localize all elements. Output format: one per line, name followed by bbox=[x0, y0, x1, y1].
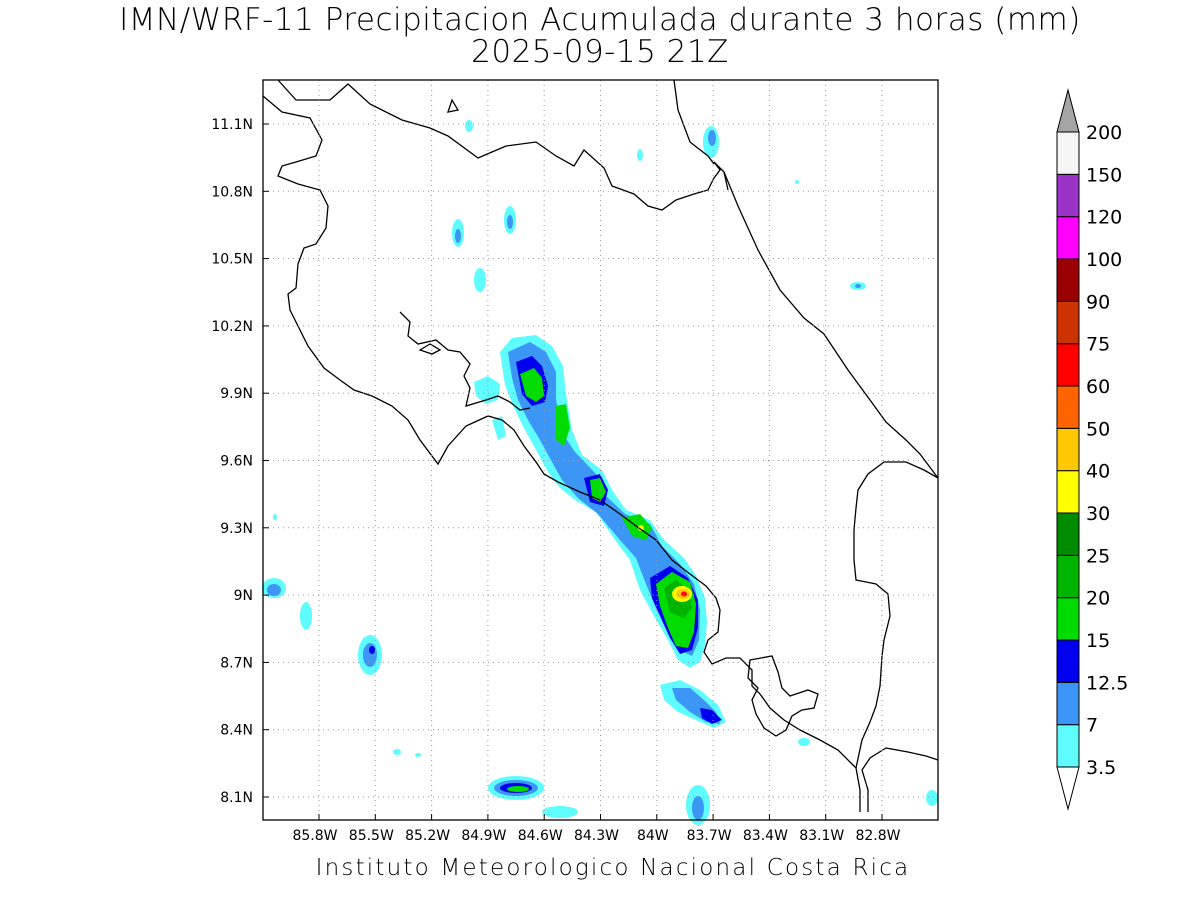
rain-cell bbox=[798, 738, 810, 746]
rain-cell bbox=[708, 130, 716, 146]
lon-tick-label: 84W bbox=[637, 828, 669, 844]
lat-tick-label: 9.6N bbox=[220, 454, 253, 470]
color-bar-segment bbox=[1056, 681, 1080, 726]
lat-lon-grid bbox=[263, 80, 938, 820]
gulf-island bbox=[418, 343, 442, 355]
osa-peninsula bbox=[747, 655, 819, 737]
lat-tick-label: 8.1N bbox=[220, 790, 253, 806]
lat-tick-label: 11.1N bbox=[211, 117, 253, 133]
color-bar-label: 20 bbox=[1086, 588, 1110, 610]
color-bar-label: 150 bbox=[1086, 164, 1122, 186]
rain-cell bbox=[415, 753, 421, 757]
longitude-labels: 85.8W 85.5W 85.2W 84.9W 84.6W 84.3W 84W 83.7W 83… bbox=[292, 814, 901, 844]
color-bar-segment bbox=[1056, 216, 1080, 260]
rain-osa-12 bbox=[700, 708, 722, 724]
color-bar-label: 200 bbox=[1086, 122, 1122, 144]
color-bar-over-arrow bbox=[1056, 88, 1080, 133]
rain-core-mid bbox=[590, 478, 606, 502]
color-bar-segment bbox=[1056, 385, 1080, 429]
lon-tick-label: 83.4W bbox=[743, 828, 788, 844]
lake-nicaragua-island bbox=[447, 98, 460, 113]
map-datetime: 2025-09-15 21Z bbox=[471, 34, 729, 70]
rain-band-coast bbox=[492, 416, 506, 440]
rain-cell bbox=[369, 646, 375, 654]
rain-cell bbox=[465, 120, 473, 132]
guanacaste-coast bbox=[262, 95, 939, 812]
lon-tick-label: 83.1W bbox=[799, 828, 844, 844]
color-bar-segment bbox=[1056, 512, 1080, 556]
color-bar-segment bbox=[1056, 300, 1080, 345]
rain-cell bbox=[542, 806, 578, 818]
lat-tick-label: 10.2N bbox=[211, 319, 253, 335]
lat-tick-label: 9.3N bbox=[220, 521, 253, 537]
rain-core-max-60 bbox=[681, 591, 687, 597]
color-bar-label: 7 bbox=[1086, 715, 1098, 737]
color-bar-label: 25 bbox=[1086, 545, 1110, 567]
lon-tick-label: 85.5W bbox=[349, 828, 394, 844]
precipitation-field bbox=[262, 120, 938, 825]
color-bar: 3.5 7 12.5 15 20 25 30 40 50 60 75 90 100 120 150 200 bbox=[1056, 88, 1128, 811]
color-bar-label: 12.5 bbox=[1086, 672, 1128, 694]
color-bar-segment bbox=[1056, 427, 1080, 472]
lon-tick-label: 84.9W bbox=[461, 828, 506, 844]
panama-border bbox=[853, 461, 939, 769]
lat-tick-label: 10.5N bbox=[211, 252, 253, 268]
lat-tick-label: 8.4N bbox=[220, 723, 253, 739]
footer-credit: Instituto Meteorologico Nacional Costa R… bbox=[315, 855, 911, 881]
color-bar-label: 3.5 bbox=[1086, 757, 1116, 779]
color-bar-segment bbox=[1056, 554, 1080, 599]
rain-cell bbox=[300, 602, 312, 630]
color-bar-label: 50 bbox=[1086, 418, 1110, 440]
color-bar-segment bbox=[1056, 131, 1080, 175]
nicaragua-border-coast bbox=[277, 79, 729, 211]
rain-cell bbox=[273, 514, 277, 520]
rain-cell bbox=[507, 215, 513, 229]
map-title: IMN/WRF-11 Precipitacion Acumulada duran… bbox=[119, 2, 1081, 38]
lon-tick-label: 84.3W bbox=[574, 828, 619, 844]
color-bar-label: 40 bbox=[1086, 461, 1110, 483]
rain-cell bbox=[855, 284, 861, 288]
rain-cell bbox=[637, 149, 643, 161]
color-bar-segment bbox=[1056, 258, 1080, 302]
color-bar-segment bbox=[1056, 724, 1080, 768]
color-bar-label: 90 bbox=[1086, 291, 1110, 313]
lat-tick-label: 8.7N bbox=[220, 655, 253, 671]
lon-tick-label: 84.6W bbox=[518, 828, 563, 844]
caribbean-coast bbox=[673, 79, 939, 479]
rain-cell bbox=[795, 180, 799, 184]
rain-cell bbox=[267, 584, 281, 596]
color-bar-segment bbox=[1056, 597, 1080, 641]
color-bar-under-arrow bbox=[1056, 766, 1080, 811]
color-bar-label: 60 bbox=[1086, 376, 1110, 398]
lon-tick-label: 82.8W bbox=[855, 828, 900, 844]
lon-tick-label: 83.7W bbox=[687, 828, 732, 844]
rain-core-mid-30 bbox=[638, 525, 644, 531]
rain-cell bbox=[474, 268, 486, 292]
rain-cell bbox=[926, 790, 938, 806]
latitude-labels: 11.1N 10.8N 10.5N 10.2N 9.9N 9.6N 9.3N 9N 8.7N 8.… bbox=[211, 117, 269, 806]
nicoya-gulf bbox=[399, 311, 531, 411]
color-bar-segment bbox=[1056, 343, 1080, 387]
lon-tick-label: 85.8W bbox=[292, 828, 337, 844]
color-bar-label: 75 bbox=[1086, 334, 1110, 356]
color-bar-label: 100 bbox=[1086, 249, 1122, 271]
rain-cell bbox=[393, 749, 401, 755]
color-bar-segment bbox=[1056, 470, 1080, 514]
rain-cell bbox=[507, 786, 529, 792]
lat-tick-label: 10.8N bbox=[211, 184, 253, 200]
rain-cell bbox=[455, 229, 461, 243]
rain-cell bbox=[692, 796, 704, 820]
color-bar-segment bbox=[1056, 173, 1080, 218]
color-bar-label: 120 bbox=[1086, 207, 1122, 229]
coastlines bbox=[262, 79, 939, 812]
color-bar-label: 30 bbox=[1086, 503, 1110, 525]
color-bar-label: 15 bbox=[1086, 630, 1110, 652]
color-bar-segment bbox=[1056, 639, 1080, 683]
lat-tick-label: 9.9N bbox=[220, 386, 253, 402]
lat-tick-label: 9N bbox=[234, 588, 253, 604]
rain-core-north2 bbox=[556, 404, 570, 446]
lon-tick-label: 85.2W bbox=[405, 828, 450, 844]
